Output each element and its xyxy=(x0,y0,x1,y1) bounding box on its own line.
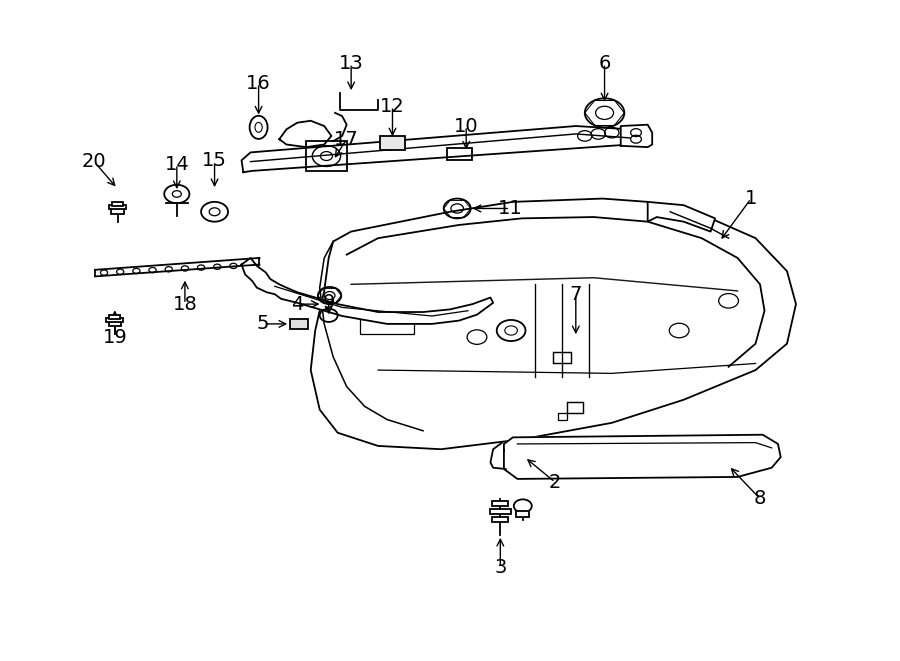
Text: 5: 5 xyxy=(256,315,269,333)
Text: 17: 17 xyxy=(334,130,359,149)
Bar xyxy=(112,202,123,206)
Text: 13: 13 xyxy=(338,54,364,73)
Bar xyxy=(558,413,567,420)
Bar xyxy=(490,508,511,514)
Text: 18: 18 xyxy=(173,295,197,313)
Text: 11: 11 xyxy=(498,199,523,218)
Polygon shape xyxy=(241,126,639,173)
Bar xyxy=(106,317,123,322)
Bar xyxy=(306,141,346,171)
Text: 9: 9 xyxy=(322,293,335,311)
Bar xyxy=(109,204,126,210)
FancyBboxPatch shape xyxy=(380,136,405,151)
Text: 19: 19 xyxy=(103,328,127,346)
Text: 2: 2 xyxy=(549,473,562,492)
Text: 16: 16 xyxy=(247,73,271,93)
Text: 4: 4 xyxy=(291,295,303,313)
Bar xyxy=(567,403,583,413)
Bar xyxy=(447,149,473,161)
Polygon shape xyxy=(621,125,652,147)
Text: 6: 6 xyxy=(598,54,611,73)
Bar xyxy=(109,321,121,327)
Text: 1: 1 xyxy=(745,189,757,208)
Text: 7: 7 xyxy=(570,285,582,303)
Text: 12: 12 xyxy=(380,97,405,116)
Text: 10: 10 xyxy=(454,116,479,136)
Polygon shape xyxy=(504,435,780,479)
Bar xyxy=(492,500,508,506)
Polygon shape xyxy=(648,202,716,231)
Text: 3: 3 xyxy=(494,559,507,578)
Bar xyxy=(554,352,572,364)
Polygon shape xyxy=(241,258,493,324)
Text: 20: 20 xyxy=(82,152,106,171)
Bar xyxy=(492,516,508,522)
Bar xyxy=(360,319,414,334)
Bar xyxy=(517,511,529,516)
Bar xyxy=(290,319,308,329)
Bar xyxy=(111,208,124,214)
Text: 14: 14 xyxy=(165,155,189,174)
Bar xyxy=(110,315,121,319)
Text: 8: 8 xyxy=(754,489,766,508)
Polygon shape xyxy=(279,121,331,147)
Text: 15: 15 xyxy=(202,151,227,171)
